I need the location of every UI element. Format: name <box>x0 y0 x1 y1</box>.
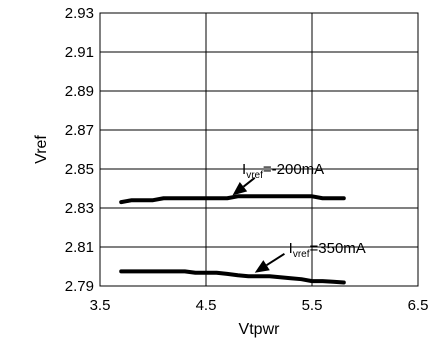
x-tick-label: 6.5 <box>408 297 429 314</box>
plot-area-frame <box>99 12 419 287</box>
series-line-ivref-350ma <box>119 269 346 285</box>
y-tick-label: 2.83 <box>65 200 94 217</box>
annotation-label-main: I <box>289 240 293 257</box>
annotation-arrow-line-ivref-350ma <box>266 252 285 267</box>
annotation-label-subscript: vref <box>246 170 263 181</box>
annotation-label-ivref-350ma: Ivref=350mA <box>289 240 366 260</box>
x-tick-label: 4.5 <box>196 297 217 314</box>
series-line-ivref-200ma <box>119 194 346 205</box>
x-tick-label: 3.5 <box>90 297 111 314</box>
annotation-arrow-head-ivref-350ma <box>254 260 270 273</box>
y-tick-label: 2.85 <box>65 161 94 178</box>
x-tick-label: 5.5 <box>302 297 323 314</box>
annotation-label-main: I <box>242 161 246 178</box>
annotation-label-value: =-200mA <box>263 161 324 178</box>
x-axis-label: Vtpwr <box>239 321 281 338</box>
y-tick-label: 2.93 <box>65 5 94 22</box>
annotation-arrow-line-ivref-200ma <box>242 176 256 188</box>
y-tick-label: 2.87 <box>65 122 94 139</box>
series-layer <box>119 194 346 285</box>
y-tick-label: 2.91 <box>65 44 94 61</box>
y-tick-label: 2.89 <box>65 83 94 100</box>
y-axis-label: Vref <box>33 135 50 164</box>
y-tick-label: 2.79 <box>65 278 94 295</box>
grid-layer <box>99 12 419 287</box>
annotation-label-subscript: vref <box>293 249 310 260</box>
y-tick-label: 2.81 <box>65 239 94 256</box>
annotation-label-ivref-200ma: Ivref=-200mA <box>242 161 324 181</box>
tick-labels-layer: 2.79 2.81 2.83 2.85 2.87 2.89 2.91 2.93 3.5 4.5 5.… <box>65 5 429 314</box>
annotation-label-value: =350mA <box>310 240 366 257</box>
annotation-arrow-head-ivref-200ma <box>232 181 248 196</box>
